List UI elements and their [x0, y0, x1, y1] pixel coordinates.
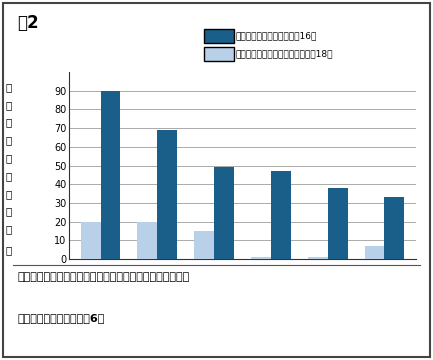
Bar	[81, 222, 100, 259]
Bar	[137, 222, 157, 259]
Text: サ: サ	[6, 100, 12, 110]
Bar	[328, 188, 348, 259]
Text: アルツハイマー病患者とアルツハイマー病のない対象者の: アルツハイマー病患者とアルツハイマー病のない対象者の	[17, 272, 190, 282]
Bar	[157, 130, 177, 259]
Text: 脳サンプル中の口腔細菌6種: 脳サンプル中の口腔細菌6種	[17, 313, 105, 323]
Bar	[194, 231, 214, 259]
Text: 検: 検	[6, 189, 12, 199]
Text: プ: プ	[6, 135, 12, 145]
Bar	[365, 246, 385, 259]
Bar	[385, 197, 404, 259]
Text: 脳: 脳	[6, 82, 12, 92]
Text: 出: 出	[6, 207, 12, 216]
Text: ：アルツハイマー病患者群16名: ：アルツハイマー病患者群16名	[236, 31, 317, 40]
Bar	[251, 257, 271, 259]
Bar	[271, 171, 291, 259]
Text: 率: 率	[6, 224, 12, 234]
Bar	[308, 257, 328, 259]
Bar	[214, 167, 234, 259]
Text: ン: ン	[6, 118, 12, 127]
Text: ル: ル	[6, 153, 12, 163]
Bar	[100, 91, 120, 259]
Text: ％: ％	[6, 246, 12, 256]
Text: ：アルツハイマー病のない対照群18名: ：アルツハイマー病のない対照群18名	[236, 49, 333, 58]
Text: 図2: 図2	[17, 14, 39, 32]
Text: 中: 中	[6, 171, 12, 181]
